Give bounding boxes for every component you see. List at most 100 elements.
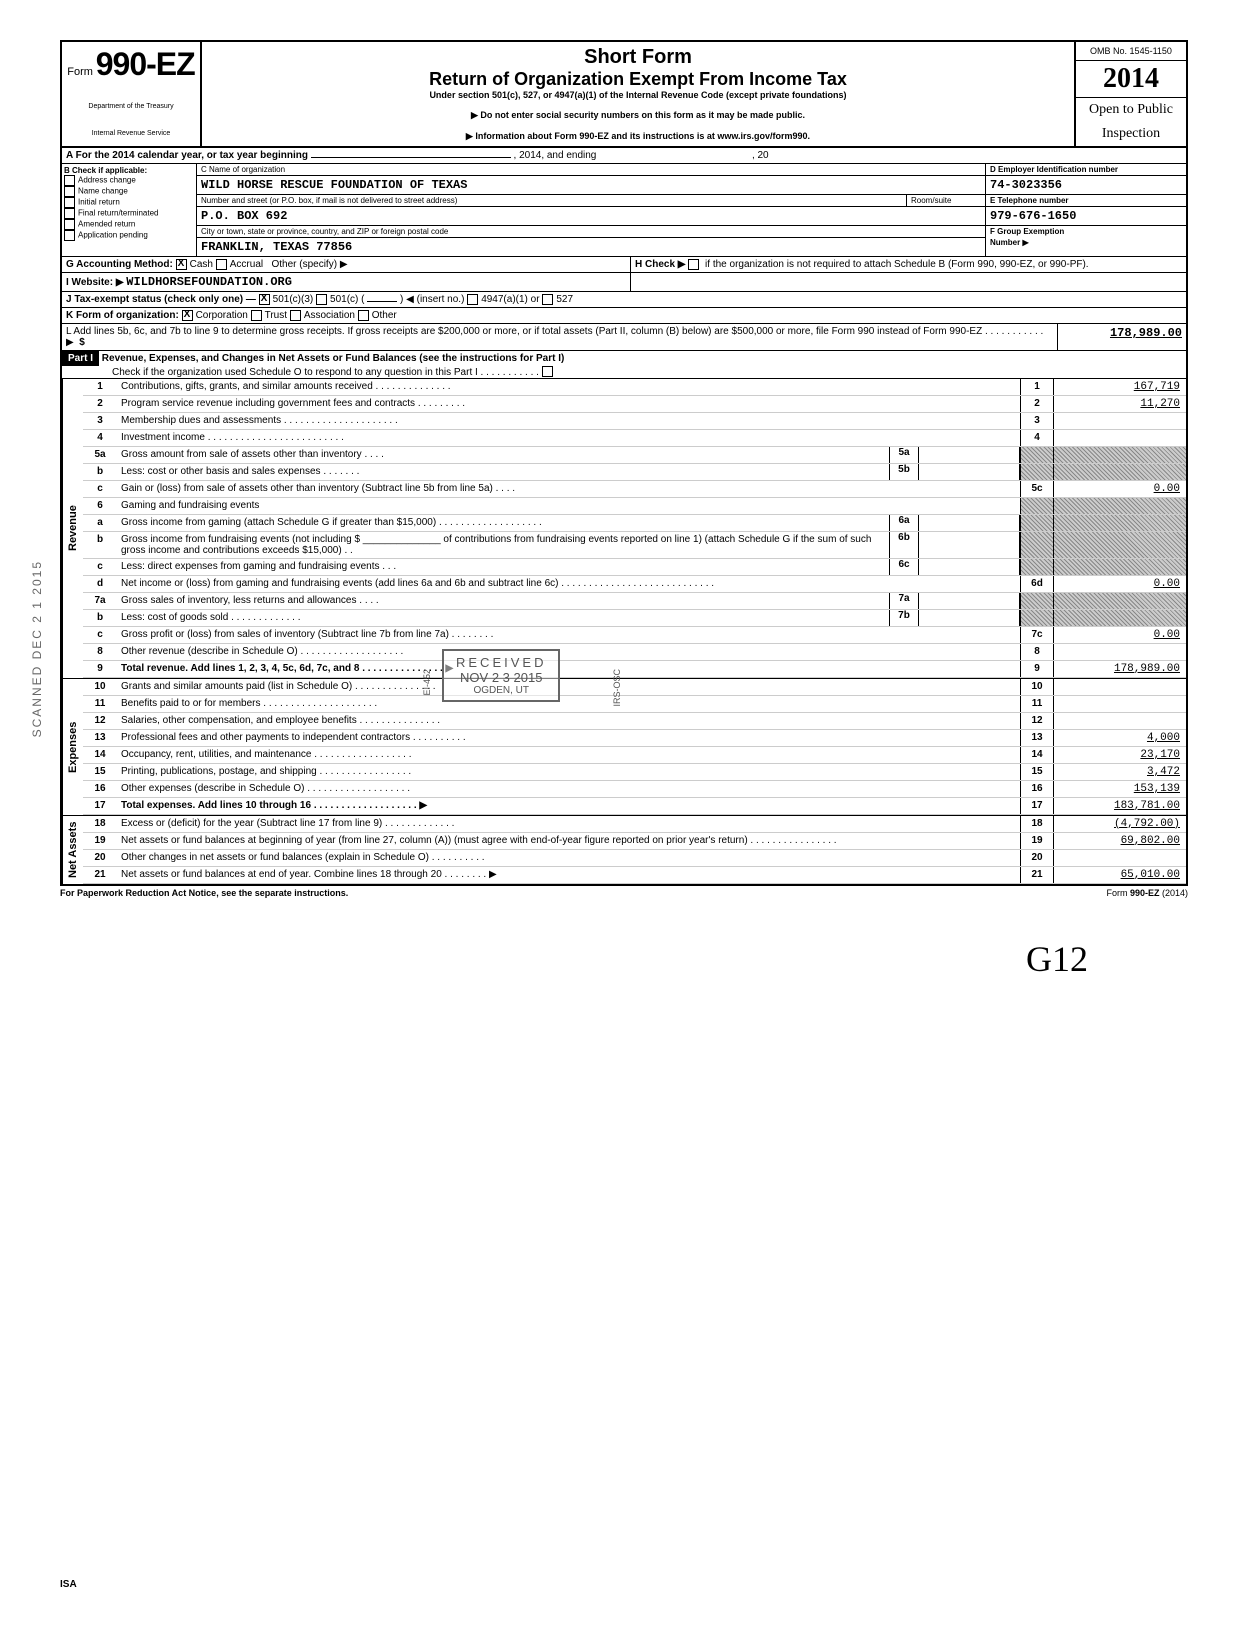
line-amt: [1054, 532, 1186, 558]
cb-scho[interactable]: [542, 366, 553, 377]
line-num: a: [83, 515, 117, 531]
k1: Corporation: [196, 310, 248, 321]
line-num: b: [83, 464, 117, 480]
box-num: [1020, 559, 1054, 575]
line-num: c: [83, 481, 117, 497]
line-desc: Gross income from gaming (attach Schedul…: [117, 515, 889, 531]
line-num: 18: [83, 816, 117, 832]
line-row: 18Excess or (deficit) for the year (Subt…: [83, 816, 1186, 833]
cb-accrual[interactable]: [216, 259, 227, 270]
line-num: c: [83, 559, 117, 575]
line-amt: 183,781.00: [1054, 798, 1186, 814]
footer-right: Form 990-EZ (2014): [1106, 888, 1188, 898]
k3: Association: [304, 310, 355, 321]
line-num: b: [83, 610, 117, 626]
line-amt: [1054, 850, 1186, 866]
line-desc: Grants and similar amounts paid (list in…: [117, 679, 1020, 695]
b5: Application pending: [78, 231, 148, 240]
cb-final[interactable]: [64, 208, 75, 219]
line-amt: 153,139: [1054, 781, 1186, 797]
line-amt: [1054, 515, 1186, 531]
b1: Name change: [78, 187, 128, 196]
box-num: 7c: [1020, 627, 1054, 643]
sub-box: 5b: [889, 464, 919, 480]
i-label: I Website: ▶: [66, 277, 124, 288]
b0: Address change: [78, 176, 136, 185]
j1: 501(c)(3): [273, 294, 314, 305]
notice2: Information about Form 990-EZ and its in…: [210, 131, 1066, 142]
line-amt: [1054, 679, 1186, 695]
cb-assoc[interactable]: [290, 310, 301, 321]
handwritten: G12: [60, 938, 1088, 980]
line-desc: Total revenue. Add lines 1, 2, 3, 4, 5c,…: [117, 661, 1020, 677]
sub-amt: [919, 593, 1020, 609]
j3: 4947(a)(1) or: [481, 294, 539, 305]
sub-amt: [919, 559, 1020, 575]
cb-trust[interactable]: [251, 310, 262, 321]
line-desc: Net assets or fund balances at end of ye…: [117, 867, 1020, 883]
line-num: 6: [83, 498, 117, 514]
street: P.O. BOX 692: [197, 207, 985, 226]
cb-cash[interactable]: [176, 259, 187, 270]
cb-address[interactable]: [64, 175, 75, 186]
line-row: cGross profit or (loss) from sales of in…: [83, 627, 1186, 644]
box-num: 21: [1020, 867, 1054, 883]
form-number: 990-EZ: [96, 46, 195, 82]
line-num: 20: [83, 850, 117, 866]
cb-corp[interactable]: [182, 310, 193, 321]
box-num: [1020, 515, 1054, 531]
c-label: C Name of organization: [197, 164, 985, 176]
cb-4947[interactable]: [467, 294, 478, 305]
line-amt: [1054, 498, 1186, 514]
line-num: 4: [83, 430, 117, 446]
sub-box: 6c: [889, 559, 919, 575]
cb-h[interactable]: [688, 259, 699, 270]
b2: Initial return: [78, 198, 120, 207]
row-k: K Form of organization: Corporation Trus…: [60, 308, 1188, 324]
g-accrual: Accrual: [230, 259, 263, 270]
line-amt: (4,792.00): [1054, 816, 1186, 832]
sub-amt: [919, 464, 1020, 480]
line-desc: Less: direct expenses from gaming and fu…: [117, 559, 889, 575]
cb-name[interactable]: [64, 186, 75, 197]
j4: 527: [556, 294, 573, 305]
cb-527[interactable]: [542, 294, 553, 305]
line-row: 13Professional fees and other payments t…: [83, 730, 1186, 747]
room-label: Room/suite: [906, 195, 985, 206]
l-amt: 178,989.00: [1110, 326, 1182, 340]
line-amt: [1054, 430, 1186, 446]
sub-amt: [919, 532, 1020, 558]
cb-pending[interactable]: [64, 230, 75, 241]
box-num: 9: [1020, 661, 1054, 677]
line-desc: Professional fees and other payments to …: [117, 730, 1020, 746]
cb-amended[interactable]: [64, 219, 75, 230]
cb-other[interactable]: [358, 310, 369, 321]
dept2: Internal Revenue Service: [66, 130, 196, 137]
city-label: City or town, state or province, country…: [197, 226, 985, 238]
line-num: 16: [83, 781, 117, 797]
cb-501c[interactable]: [316, 294, 327, 305]
sub-amt: [919, 515, 1020, 531]
cb-501c3[interactable]: [259, 294, 270, 305]
h-label: H Check ▶: [635, 259, 685, 270]
line-row: 10Grants and similar amounts paid (list …: [83, 679, 1186, 696]
sub-box: 5a: [889, 447, 919, 463]
h-text: if the organization is not required to a…: [705, 259, 1089, 270]
box-num: [1020, 593, 1054, 609]
open2: Inspection: [1076, 122, 1186, 146]
notice1: Do not enter social security numbers on …: [210, 110, 1066, 121]
line-row: 21Net assets or fund balances at end of …: [83, 867, 1186, 884]
form-header: Form 990-EZ Department of the Treasury I…: [60, 40, 1188, 148]
line-num: 14: [83, 747, 117, 763]
line-amt: [1054, 464, 1186, 480]
line-desc: Program service revenue including govern…: [117, 396, 1020, 412]
form-prefix: Form: [67, 66, 93, 78]
cb-initial[interactable]: [64, 197, 75, 208]
k-label: K Form of organization:: [66, 310, 179, 321]
box-num: 20: [1020, 850, 1054, 866]
line-num: 5a: [83, 447, 117, 463]
sub-box: 7a: [889, 593, 919, 609]
stamp-received: RECEIVED: [456, 655, 546, 670]
line-amt: [1054, 447, 1186, 463]
k2: Trust: [265, 310, 287, 321]
